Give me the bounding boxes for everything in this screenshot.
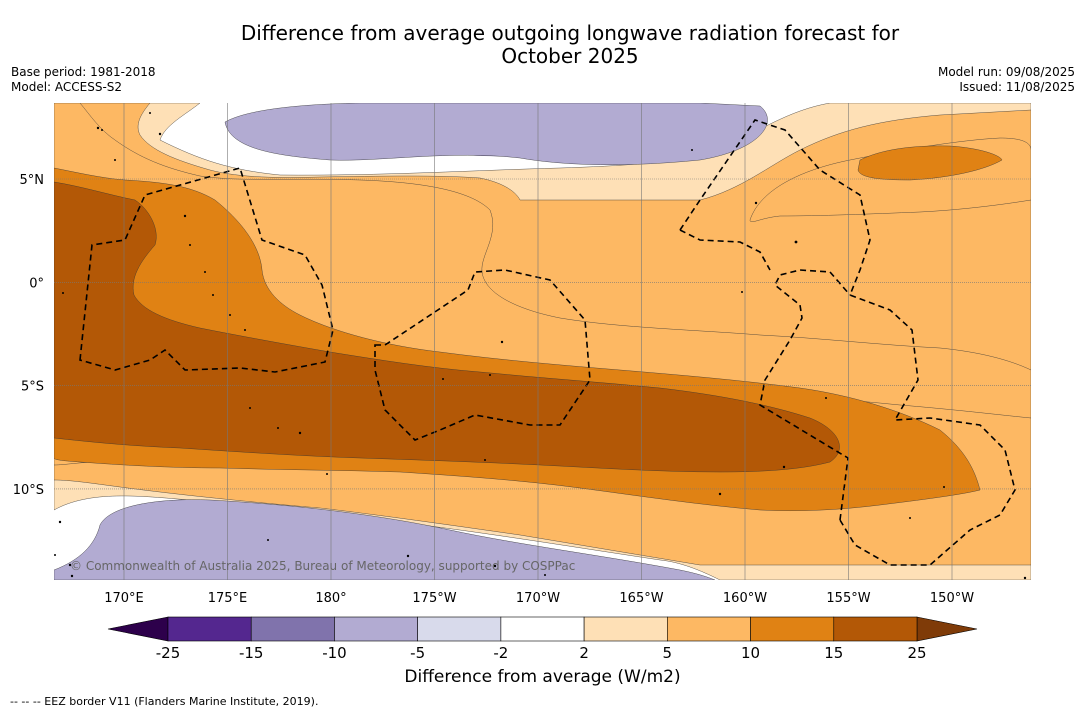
run-info: Model run: 09/08/2025 Issued: 11/08/2025 xyxy=(938,65,1075,95)
title-line-2: October 2025 xyxy=(501,44,639,68)
contour-lines xyxy=(54,103,1031,580)
x-axis-ticks: 170°E 175°E 180° 175°W 170°W 165°W 160°W 155°W 1… xyxy=(104,591,974,606)
x-tick-label: 175°W xyxy=(412,591,456,606)
colorbar-label: Difference from average (W/m2) xyxy=(404,667,681,687)
gridlines xyxy=(54,103,1031,580)
copyright-note: © Commonwealth of Australia 2025, Bureau… xyxy=(70,559,575,573)
x-tick-label: 180° xyxy=(315,591,346,606)
issued-date: Issued: 11/08/2025 xyxy=(959,80,1075,94)
y-tick-label: 5°N xyxy=(20,173,45,188)
x-tick-label: 160°W xyxy=(723,591,767,606)
colorbar-swatch xyxy=(583,616,668,642)
colorbar-swatch xyxy=(417,616,502,642)
colorbar-tick-label: -15 xyxy=(239,644,264,662)
colorbar-tick-label: 25 xyxy=(907,644,926,662)
colorbar-swatch xyxy=(250,616,335,642)
colorbar-swatch xyxy=(833,616,918,642)
x-tick-label: 155°W xyxy=(826,591,870,606)
base-period: Base period: 1981-2018 xyxy=(11,65,156,79)
model-name: Model: ACCESS-S2 xyxy=(11,80,123,94)
colorbar-tick-label: 5 xyxy=(663,644,673,662)
model-run: Model run: 09/08/2025 xyxy=(937,65,1075,79)
chart-title: Difference from average outgoing longwav… xyxy=(120,22,1020,68)
contour-field xyxy=(54,103,1031,580)
y-axis-ticks: 5°N 0° 5°S 10°S xyxy=(13,173,44,498)
base-info: Base period: 1981-2018 Model: ACCESS-S2 xyxy=(11,65,156,95)
colorbar-under-arrow xyxy=(107,616,169,642)
y-tick-label: 0° xyxy=(29,276,44,291)
x-tick-label: 170°E xyxy=(104,591,144,606)
colorbar: -25 -15 -10 -5 -2 2 5 10 15 25 xyxy=(107,616,978,662)
colorbar-tick-label: -5 xyxy=(410,644,425,662)
title-line-1: Difference from average outgoing longwav… xyxy=(240,21,900,45)
colorbar-tick-label: -25 xyxy=(156,644,181,662)
footer-note: -- -- -- EEZ border V11 (Flanders Marine… xyxy=(10,695,319,708)
colorbar-swatch xyxy=(750,616,835,642)
colorbar-tick-label: 2 xyxy=(579,644,589,662)
x-tick-label: 165°W xyxy=(619,591,663,606)
y-tick-label: 5°S xyxy=(21,380,44,395)
y-tick-label: 10°S xyxy=(13,483,44,498)
colorbar-swatch xyxy=(334,616,418,642)
colorbar-swatch xyxy=(167,616,252,642)
colorbar-tick-label: 10 xyxy=(741,644,760,662)
colorbar-tick-label: -10 xyxy=(322,644,347,662)
x-tick-label: 170°W xyxy=(516,591,560,606)
colorbar-tick-label: 15 xyxy=(824,644,843,662)
colorbar-swatch xyxy=(500,616,585,642)
islands xyxy=(54,112,1027,580)
colorbar-over-arrow xyxy=(916,616,978,642)
colorbar-swatch xyxy=(667,616,751,642)
x-tick-label: 150°W xyxy=(930,591,974,606)
x-tick-label: 175°E xyxy=(208,591,248,606)
eez-borders xyxy=(79,119,1016,566)
colorbar-tick-label: -2 xyxy=(493,644,508,662)
